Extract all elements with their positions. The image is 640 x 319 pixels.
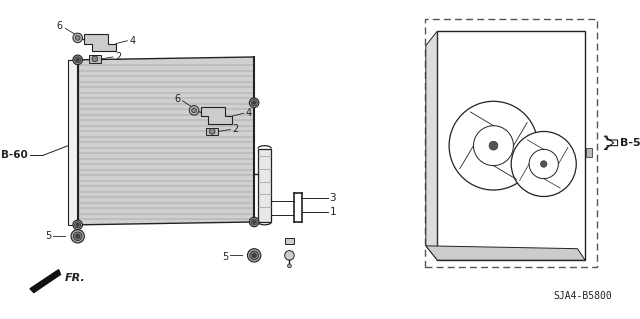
Polygon shape bbox=[89, 55, 100, 63]
Circle shape bbox=[71, 230, 84, 243]
Polygon shape bbox=[84, 34, 116, 51]
Circle shape bbox=[474, 126, 513, 166]
Circle shape bbox=[285, 251, 294, 260]
Text: 5: 5 bbox=[222, 252, 228, 262]
Circle shape bbox=[253, 220, 255, 223]
Circle shape bbox=[73, 55, 83, 64]
Text: 4: 4 bbox=[246, 108, 252, 118]
Circle shape bbox=[76, 234, 80, 238]
Circle shape bbox=[252, 253, 256, 257]
Text: 3: 3 bbox=[330, 193, 336, 203]
Circle shape bbox=[250, 98, 259, 108]
Bar bbox=[285, 238, 294, 244]
Text: 2: 2 bbox=[232, 124, 239, 134]
Polygon shape bbox=[201, 107, 232, 124]
Circle shape bbox=[189, 106, 199, 115]
Circle shape bbox=[209, 129, 215, 134]
Circle shape bbox=[250, 217, 259, 227]
Text: 1: 1 bbox=[330, 207, 336, 218]
Circle shape bbox=[253, 101, 255, 104]
Bar bbox=[425, 19, 596, 267]
Circle shape bbox=[76, 35, 80, 40]
Circle shape bbox=[75, 222, 81, 228]
Circle shape bbox=[529, 149, 558, 179]
Polygon shape bbox=[77, 57, 254, 225]
Text: B-60: B-60 bbox=[1, 150, 28, 160]
Circle shape bbox=[76, 58, 79, 61]
Circle shape bbox=[74, 232, 82, 241]
Circle shape bbox=[449, 101, 538, 190]
Circle shape bbox=[250, 251, 259, 260]
Circle shape bbox=[76, 223, 79, 226]
Circle shape bbox=[541, 161, 547, 167]
Polygon shape bbox=[604, 136, 618, 150]
Circle shape bbox=[489, 141, 498, 150]
Circle shape bbox=[248, 249, 261, 262]
Circle shape bbox=[73, 33, 83, 43]
Bar bbox=[258, 149, 271, 222]
Bar bbox=[586, 148, 592, 157]
Polygon shape bbox=[30, 270, 61, 293]
Polygon shape bbox=[207, 128, 218, 135]
Polygon shape bbox=[426, 246, 585, 260]
Text: 4: 4 bbox=[129, 36, 135, 46]
Circle shape bbox=[511, 131, 576, 197]
Circle shape bbox=[92, 56, 98, 62]
Text: 5: 5 bbox=[45, 231, 51, 241]
Circle shape bbox=[191, 108, 196, 113]
Circle shape bbox=[251, 219, 257, 225]
Polygon shape bbox=[426, 31, 437, 260]
Text: B-5: B-5 bbox=[620, 138, 640, 148]
Polygon shape bbox=[68, 60, 77, 225]
Text: 2: 2 bbox=[115, 52, 121, 62]
Circle shape bbox=[251, 100, 257, 106]
Bar bbox=[437, 31, 585, 260]
Text: FR.: FR. bbox=[65, 273, 85, 283]
Circle shape bbox=[75, 57, 81, 63]
Text: SJA4-B5800: SJA4-B5800 bbox=[553, 291, 612, 301]
Circle shape bbox=[73, 220, 83, 230]
Circle shape bbox=[287, 264, 291, 268]
Text: 6: 6 bbox=[175, 94, 180, 104]
Text: 6: 6 bbox=[56, 21, 63, 32]
